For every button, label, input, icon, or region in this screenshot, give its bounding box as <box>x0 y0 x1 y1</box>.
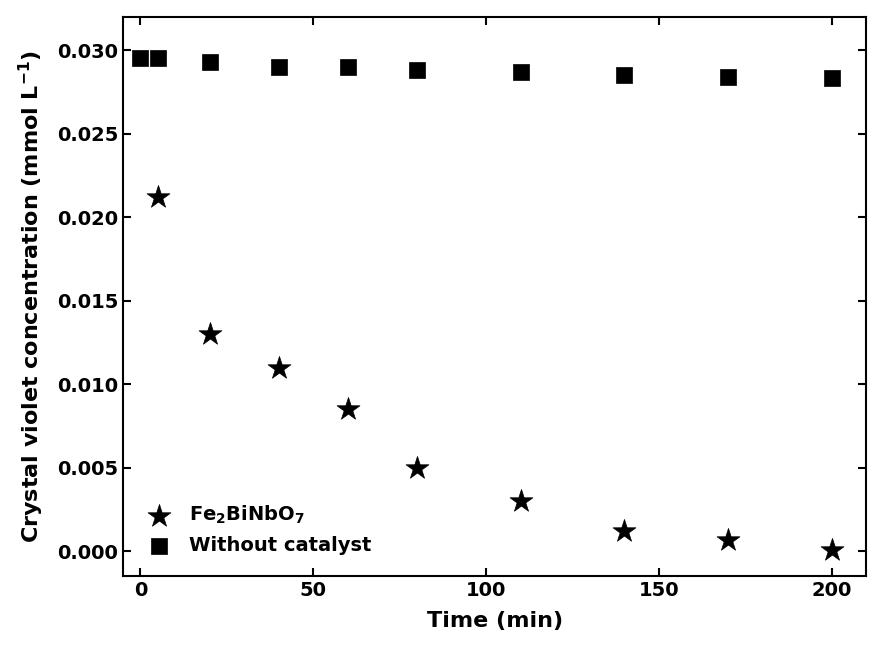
Fe$_2$BiNbO$_7$ <box>514 496 528 506</box>
Without catalyst <box>202 56 216 67</box>
Without catalyst <box>514 67 528 77</box>
Without catalyst <box>272 62 286 72</box>
Legend: Fe$_2$BiNbO$_7$, Without catalyst: Fe$_2$BiNbO$_7$, Without catalyst <box>133 492 383 566</box>
Without catalyst <box>617 70 631 80</box>
Without catalyst <box>341 62 355 72</box>
Fe$_2$BiNbO$_7$ <box>410 463 424 473</box>
Without catalyst <box>825 73 839 84</box>
Fe$_2$BiNbO$_7$ <box>272 362 286 373</box>
Fe$_2$BiNbO$_7$ <box>617 526 631 537</box>
Fe$_2$BiNbO$_7$ <box>721 535 736 545</box>
Fe$_2$BiNbO$_7$ <box>825 544 839 555</box>
Fe$_2$BiNbO$_7$ <box>151 192 165 202</box>
Fe$_2$BiNbO$_7$ <box>341 404 355 415</box>
Without catalyst <box>721 72 736 82</box>
X-axis label: Time (min): Time (min) <box>426 611 562 631</box>
Y-axis label: Crystal violet concentration (mmol L$^{-1}$): Crystal violet concentration (mmol L$^{-… <box>17 50 46 543</box>
Without catalyst <box>151 53 165 64</box>
Without catalyst <box>133 53 147 64</box>
Fe$_2$BiNbO$_7$ <box>202 329 216 340</box>
Without catalyst <box>410 65 424 75</box>
